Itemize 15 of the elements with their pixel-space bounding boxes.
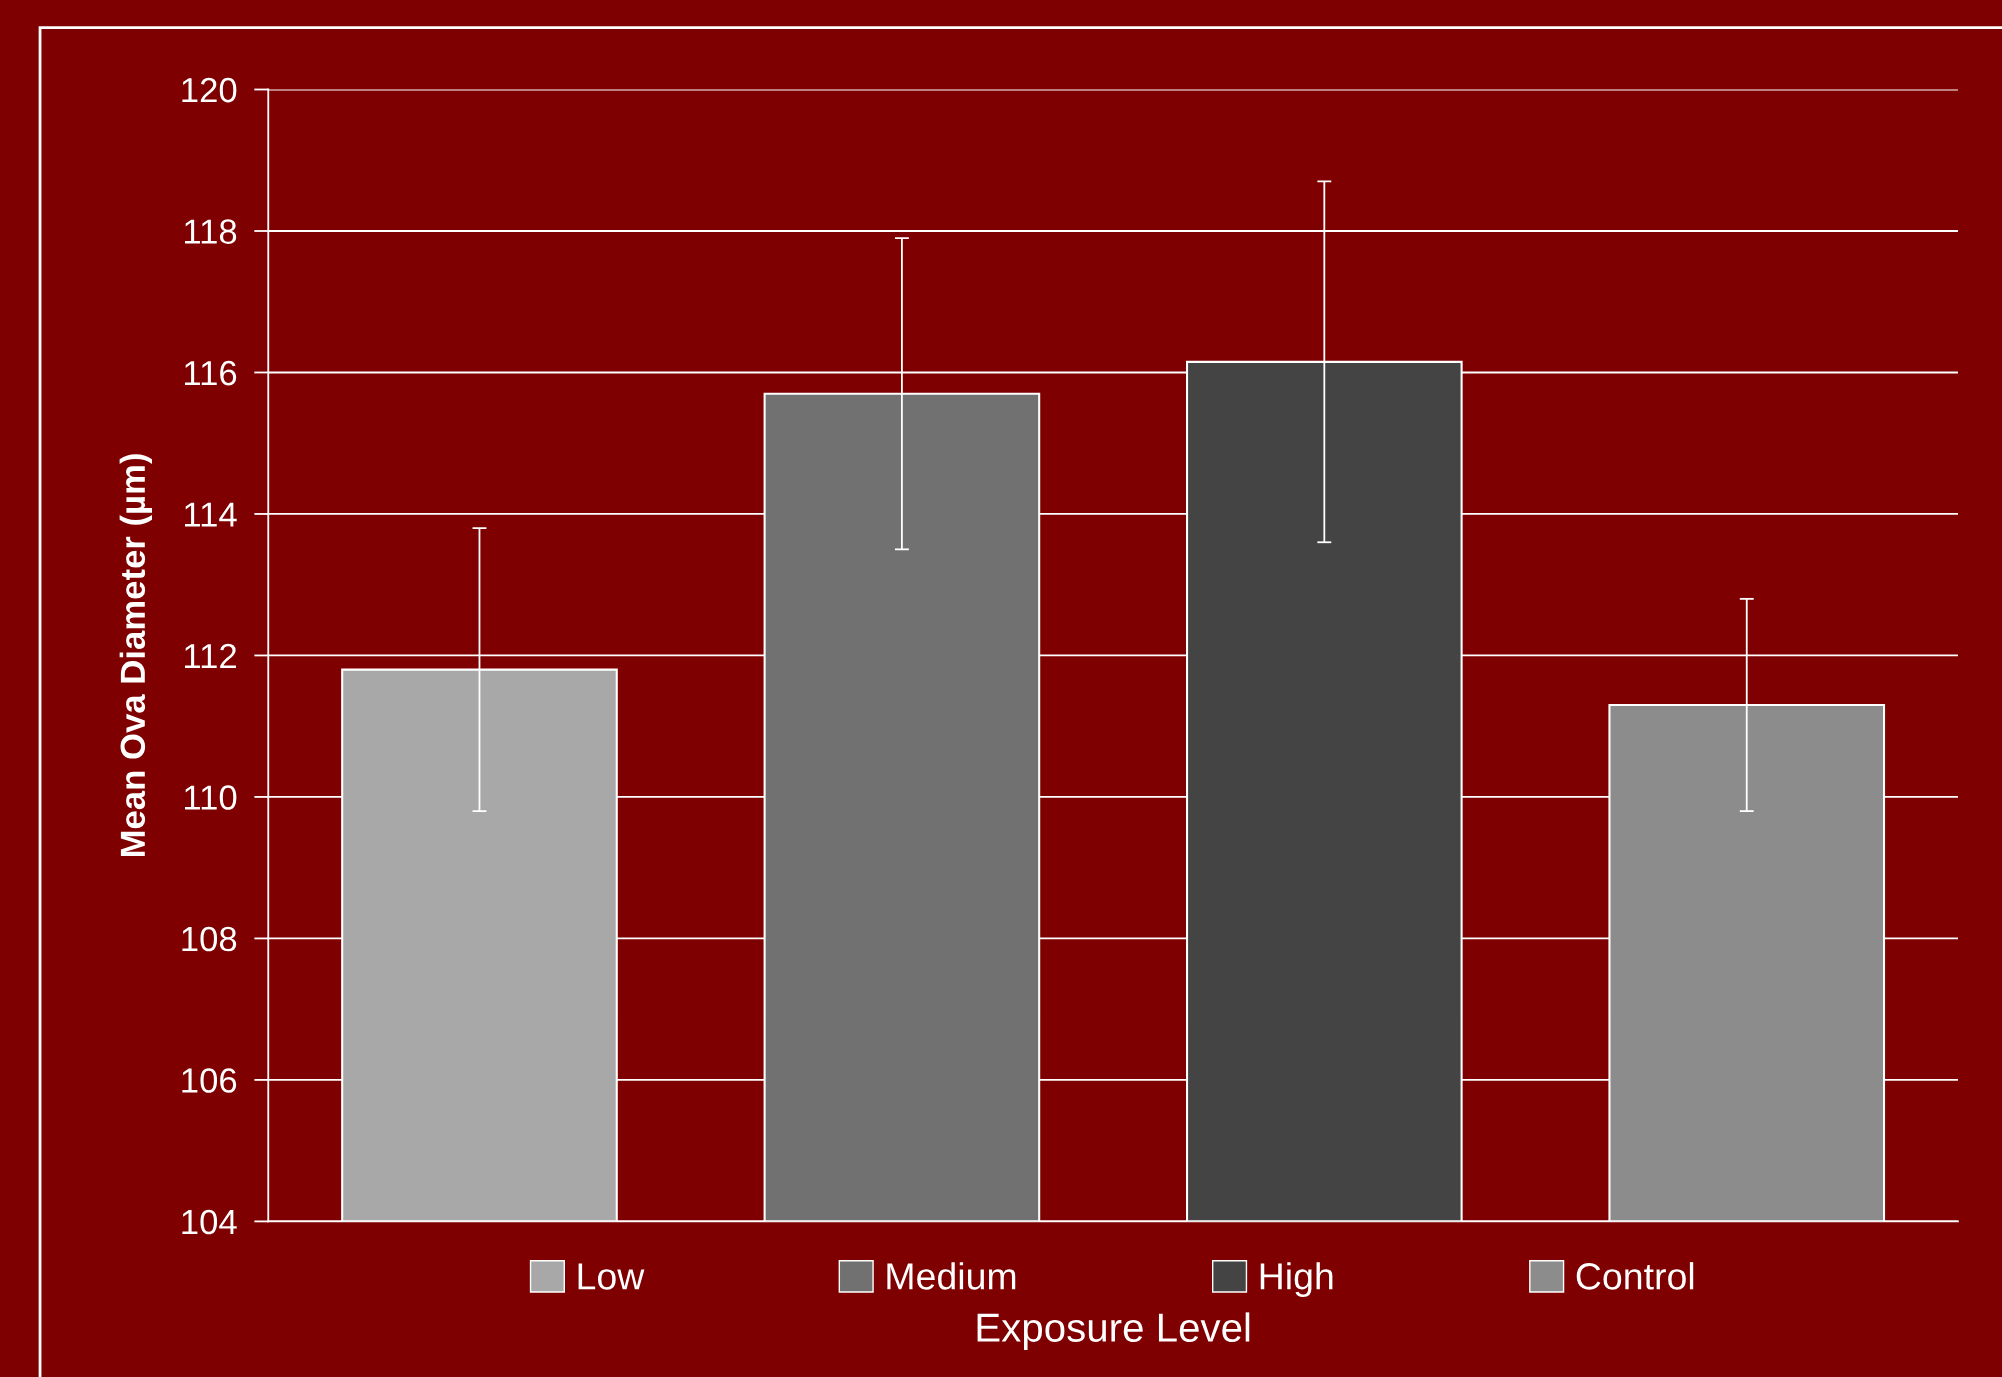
y-tick-label: 104 — [182, 1209, 237, 1235]
y-tick-label: 110 — [184, 785, 237, 810]
y-tick-label: 114 — [184, 502, 237, 527]
legend-label: Control — [1576, 1262, 1694, 1290]
x-axis-title: Exposure Level — [977, 1312, 1250, 1350]
legend-label: Medium — [887, 1262, 1016, 1290]
legend-label: Low — [578, 1263, 645, 1290]
y-tick-label: 116 — [184, 360, 237, 386]
y-axis-title: Mean Ova Diameter (µm) — [119, 454, 153, 857]
legend-label: High — [1260, 1262, 1333, 1298]
y-tick-label: 118 — [184, 219, 237, 244]
y-tick-label: 112 — [184, 643, 236, 669]
y-tick-label: 106 — [182, 1068, 237, 1093]
y-tick-label: 108 — [182, 926, 237, 952]
y-tick-label: 120 — [182, 77, 237, 103]
